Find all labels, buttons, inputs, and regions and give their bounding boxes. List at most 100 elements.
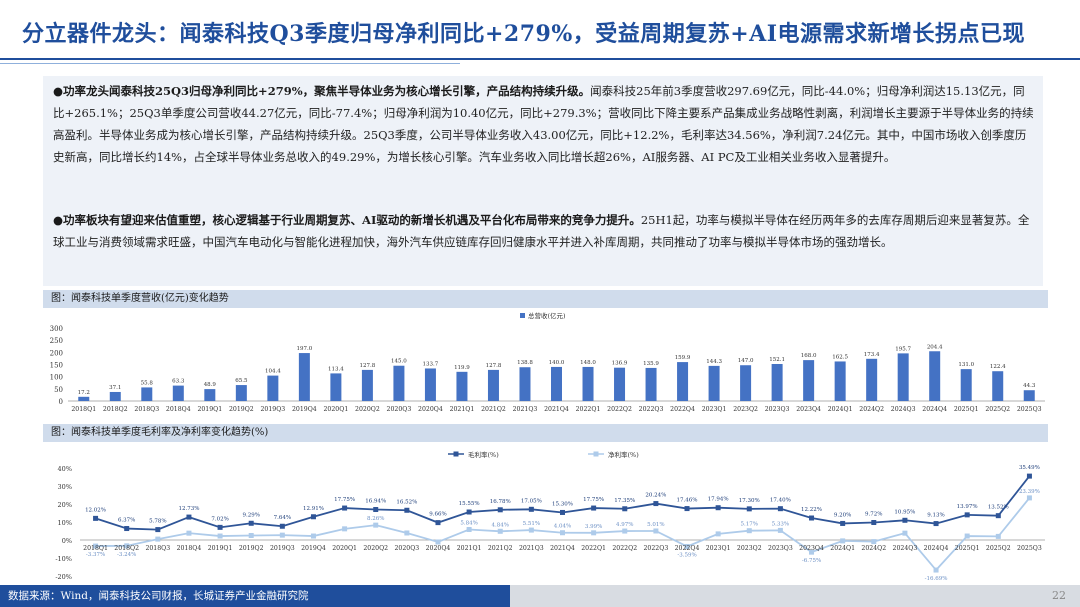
bar-mark [551, 366, 562, 401]
bar-mark [708, 365, 720, 401]
line-category-label: 2021Q4 [550, 545, 575, 552]
bar-category-label: 2024Q4 [922, 406, 947, 413]
bar-category-label: 2025Q2 [985, 406, 1010, 413]
series-point [591, 505, 597, 511]
series-point [1026, 473, 1032, 479]
series-point [124, 543, 130, 549]
bar-value-label: 127.8 [486, 363, 502, 369]
series-point [591, 530, 597, 536]
series-data-label: 5.78% [149, 519, 166, 525]
bar-ytick-label: 300 [50, 325, 63, 333]
series-point [248, 533, 254, 538]
bar-value-label: 113.4 [328, 366, 344, 372]
series-point [622, 528, 628, 534]
series-point [186, 514, 192, 520]
bar-category-label: 2021Q1 [450, 406, 475, 413]
series-data-label: 9.29% [242, 512, 259, 518]
series-point [964, 512, 970, 518]
series-point [310, 533, 316, 539]
bar-mark [614, 367, 626, 401]
bar-value-label: 48.9 [204, 382, 217, 388]
bar-mark [78, 396, 90, 401]
series-point [217, 524, 223, 530]
bar-mark [172, 385, 184, 401]
bar-value-label: 138.8 [517, 360, 533, 366]
bar-value-label: 55.8 [141, 380, 154, 386]
series-point [373, 522, 379, 528]
bar-value-label: 159.9 [675, 355, 691, 361]
line-category-label: 2021Q2 [488, 545, 513, 552]
paragraph-2-body: 25H1起，功率与模拟半导体在经历两年多的去库存周期后迎来显著复苏。全球工业与消… [53, 213, 1030, 249]
series-point [777, 527, 783, 533]
series-data-label: 13.97% [957, 504, 978, 510]
series-point [809, 549, 815, 555]
series-data-label: -16.69% [925, 576, 948, 582]
bar-value-label: 145.0 [391, 359, 407, 365]
bar-mark [267, 375, 279, 401]
bar-mark [487, 369, 499, 401]
line-category-label: 2023Q1 [706, 545, 731, 552]
series-data-label: 12.91% [303, 506, 324, 512]
series-point [746, 506, 752, 512]
bar-category-label: 2022Q2 [607, 406, 632, 413]
series-point [279, 532, 285, 538]
line-legend-marker-1 [453, 451, 459, 457]
line-category-label: 2022Q3 [644, 545, 669, 552]
bar-mark [929, 351, 941, 401]
series-data-label: 7.02% [211, 516, 228, 522]
bar-mark [866, 358, 878, 401]
paragraph-2: ●功率板块有望迎来估值重塑，核心逻辑基于行业周期复苏、AI驱动的新增长机遇及平台… [53, 209, 1035, 253]
line-category-label: 2021Q3 [519, 545, 544, 552]
bar-mark [235, 385, 247, 401]
series-data-label: 9.13% [927, 513, 944, 519]
line-category-label: 2024Q2 [861, 545, 886, 552]
series-point [466, 509, 472, 515]
source-note: 数据来源：Wind，闻泰科技公司财报，长城证券产业金融研究院 [8, 590, 309, 602]
series-point [373, 507, 379, 513]
bar-value-label: 44.3 [1023, 383, 1036, 389]
bar-category-label: 2018Q1 [71, 406, 96, 413]
series-data-label: 6.37% [118, 518, 135, 524]
bar-category-label: 2018Q3 [134, 406, 159, 413]
series-point [933, 521, 939, 527]
series-point [466, 526, 472, 532]
bar-value-label: 152.1 [769, 357, 785, 363]
series-point [995, 533, 1001, 539]
series-data-label: 17.40% [770, 498, 791, 504]
bar-value-label: 133.7 [423, 361, 439, 367]
series-data-label: 4.97% [616, 522, 633, 528]
bar-mark [456, 371, 468, 401]
paragraph-2-lead: ●功率板块有望迎来估值重塑，核心逻辑基于行业周期复苏、AI驱动的新增长机遇及平台… [53, 213, 641, 227]
bar-value-label: 204.4 [927, 344, 943, 350]
series-data-label: 23.39% [1019, 489, 1040, 495]
series-point [902, 517, 908, 523]
bar-mark [740, 365, 752, 401]
series-point [560, 509, 565, 515]
line-legend-label-2: 净利率(%) [608, 450, 639, 459]
line-ytick-label: 0% [62, 537, 72, 545]
series-data-label: -6.75% [802, 558, 821, 564]
line-category-label: 2020Q1 [332, 545, 357, 552]
bar-mark [582, 366, 594, 401]
series-data-label: 17.75% [583, 497, 604, 503]
series-data-label: 17.30% [739, 498, 760, 504]
bar-category-label: 2023Q1 [702, 406, 727, 413]
line-category-label: 2018Q2 [114, 545, 139, 552]
series-point [217, 533, 223, 539]
series-data-label: 3.99% [585, 524, 602, 530]
line-category-label: 2018Q4 [177, 545, 202, 552]
bar-value-label: 131.0 [958, 362, 974, 368]
series-point [155, 527, 161, 533]
series-point [342, 505, 348, 511]
bar-category-label: 2021Q2 [481, 406, 506, 413]
bar-mark [109, 391, 121, 401]
line-category-label: 2022Q1 [581, 545, 606, 552]
series-data-label: 12.73% [178, 506, 199, 512]
series-point [840, 520, 846, 526]
bar-category-label: 2022Q1 [576, 406, 601, 413]
line-category-label: 2019Q1 [208, 545, 233, 552]
bar-mark [645, 367, 657, 401]
title-subdivider [0, 63, 460, 64]
line-category-label: 2025Q2 [986, 545, 1011, 552]
series-point [404, 530, 410, 536]
